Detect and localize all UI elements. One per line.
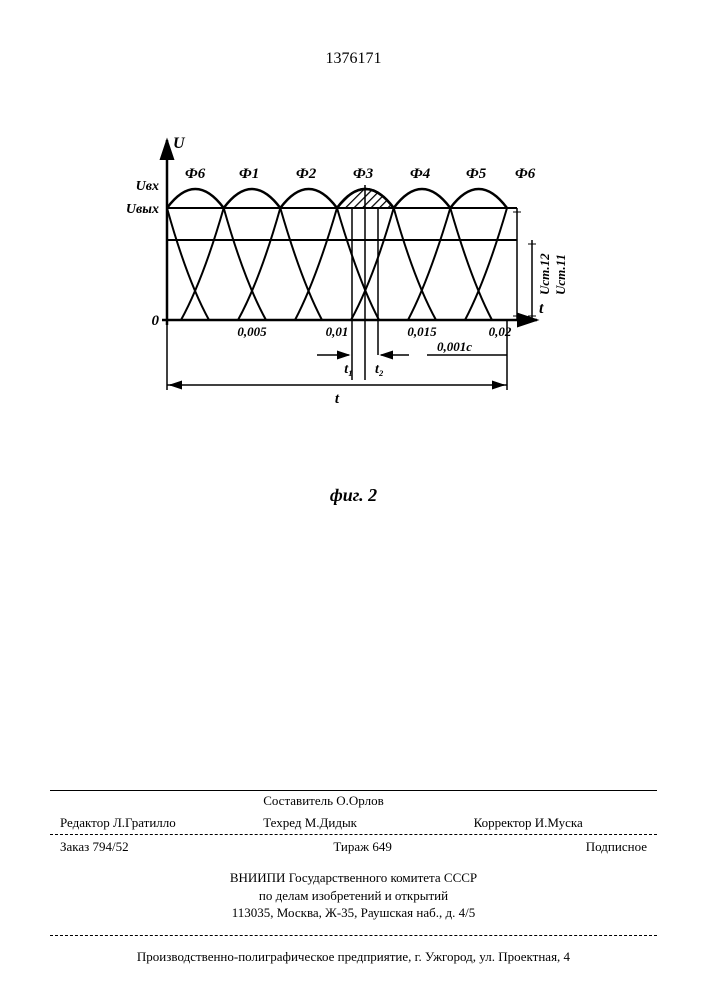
org-line3: 113035, Москва, Ж-35, Раушская наб., д. … [232, 905, 475, 920]
phase-label-1: Ф1 [239, 166, 259, 182]
x-tick-0: 0,005 [237, 324, 267, 339]
credits-table: Составитель О.Орлов Редактор Л.Гратилло … [50, 790, 657, 834]
phase-label-6: Ф6 [515, 166, 536, 182]
editor: Редактор Л.Гратилло [50, 812, 253, 834]
x-axis-label: t [539, 300, 544, 317]
right-label-ust12: Uст.12 [537, 253, 552, 295]
waveform-diagram: U t Uвх Uвых 0 Uст.12 Uст.11 Ф6 Ф1 Ф2 Ф3… [117, 130, 587, 510]
phase-label-5: Ф5 [466, 166, 487, 182]
x-tick-3: 0,02 [489, 324, 512, 339]
figure-caption: фиг. 2 [330, 485, 377, 506]
y-axis-label: U [173, 135, 186, 152]
order: Заказ 794/52 [50, 836, 267, 858]
x-tick-1: 0,01 [326, 324, 349, 339]
phase-label-3: Ф3 [353, 166, 374, 182]
label-t: t [335, 391, 340, 407]
print-info: Производственно-полиграфическое предприя… [50, 949, 657, 965]
x-tick-2: 0,015 [407, 324, 437, 339]
tirazh: Тираж 649 [267, 836, 459, 858]
corrector: Корректор И.Муска [464, 812, 657, 834]
phase-label-4: Ф4 [410, 166, 431, 182]
label-t2: t₂ [375, 362, 384, 377]
right-label-ust11: Uст.11 [553, 254, 568, 295]
divider-3 [50, 935, 657, 936]
org-line1: ВНИИПИ Государственного комитета СССР [230, 870, 477, 885]
order-table: Заказ 794/52 Тираж 649 Подписное [50, 836, 657, 858]
label-t1: t₁ [344, 362, 353, 377]
y-label-uvyx: Uвых [126, 202, 159, 217]
org-line2: по делам изобретений и открытий [259, 888, 448, 903]
y-label-uvx: Uвх [136, 179, 159, 194]
org-block: ВНИИПИ Государственного комитета СССР по… [50, 869, 657, 922]
page-number: 1376171 [326, 50, 382, 68]
divider-2 [50, 834, 657, 835]
tehred: Техред М.Дидык [253, 812, 463, 834]
compiler: Составитель О.Орлов [253, 790, 463, 812]
podpisnoe: Подписное [459, 836, 657, 858]
y-label-zero: 0 [152, 313, 160, 329]
phase-label-0: Ф6 [185, 166, 206, 182]
label-duration: 0,001c [437, 339, 472, 354]
phase-label-2: Ф2 [296, 166, 317, 182]
